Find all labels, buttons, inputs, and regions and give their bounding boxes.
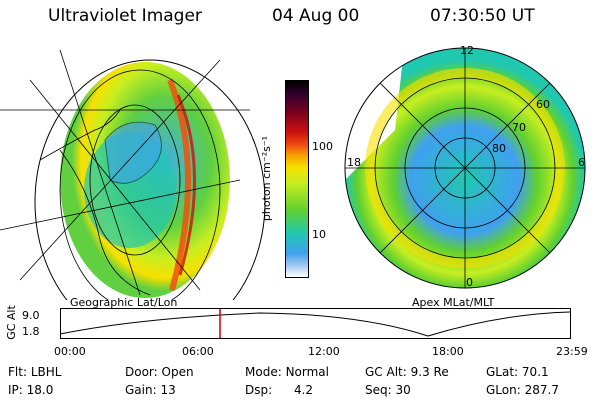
alt-xtick-0000: 00:00 — [54, 345, 86, 358]
mlt-label-18: 18 — [347, 156, 361, 169]
glon-label: GLon: — [486, 383, 521, 397]
ip-value: 18.0 — [26, 383, 54, 397]
glat-value: 70.1 — [521, 365, 549, 379]
door-label: Door: — [125, 365, 158, 379]
glat-label: GLat: — [486, 365, 519, 379]
date-label: 04 Aug 00 — [272, 6, 360, 26]
glon-field: GLon: 287.7 — [486, 383, 559, 397]
globe-limb — [34, 59, 266, 300]
seq-label: Seq: — [365, 383, 392, 397]
mlt-label-0: 0 — [466, 276, 473, 289]
right-panel-caption: Apex MLat/MLT — [412, 296, 495, 309]
seq-value: 30 — [395, 383, 411, 397]
alt-xtick-0600: 06:00 — [182, 345, 214, 358]
glon-value: 287.7 — [524, 383, 559, 397]
flt-field: Flt: LBHL — [8, 365, 61, 379]
mode-value: Normal — [285, 365, 329, 379]
lat-label-80: 80 — [492, 142, 506, 155]
lat-label-60: 60 — [536, 98, 550, 111]
door-field: Door: Open — [125, 365, 194, 379]
mode-label: Mode: — [245, 365, 282, 379]
mlt-label-6: 6 — [578, 156, 585, 169]
seq-field: Seq: 30 — [365, 383, 411, 397]
alt-ytick-top: 9.0 — [22, 309, 40, 322]
gain-field: Gain: 13 — [125, 383, 176, 397]
polar-plot — [344, 47, 586, 289]
gain-value: 13 — [160, 383, 176, 397]
gcalt-field: GC Alt: 9.3 Re — [365, 365, 449, 379]
dsp-value: 4.2 — [293, 383, 314, 397]
flt-value: LBHL — [30, 365, 62, 379]
alt-ytick-bottom: 1.8 — [22, 325, 40, 338]
gcalt-value: 9.3 Re — [410, 365, 449, 379]
mode-field: Mode: Normal — [245, 365, 329, 379]
alt-ylabel: GC Alt — [4, 305, 18, 340]
geographic-map — [0, 49, 266, 300]
gcalt-label: GC Alt: — [365, 365, 407, 379]
time-label: 07:30:50 UT — [430, 6, 535, 26]
glat-field: GLat: 70.1 — [486, 365, 549, 379]
alt-xtick-1800: 18:00 — [432, 345, 464, 358]
lat-label-70: 70 — [512, 121, 526, 134]
gain-label: Gain: — [125, 383, 157, 397]
mlt-label-12: 12 — [460, 44, 474, 57]
greenland-outline — [104, 121, 162, 184]
altitude-curve — [60, 311, 571, 337]
colorbar-tick-10: 10 — [312, 228, 326, 241]
ip-label: IP: — [8, 383, 23, 397]
altitude-plot — [60, 308, 571, 339]
alt-xtick-2359: 23:59 — [556, 345, 588, 358]
flt-label: Flt: — [8, 365, 27, 379]
alt-xtick-1200: 12:00 — [308, 345, 340, 358]
colorbar-unit-label: photon cm⁻²s⁻¹ — [260, 135, 274, 222]
colorbar-tick-100: 100 — [312, 140, 333, 153]
dsp-field: Dsp: 4.2 — [245, 383, 313, 397]
app-title: Ultraviolet Imager — [48, 6, 202, 26]
ip-field: IP: 18.0 — [8, 383, 53, 397]
door-value: Open — [161, 365, 194, 379]
colorbar — [285, 80, 309, 278]
dsp-label: Dsp: — [245, 383, 273, 397]
left-panel-caption: Geographic Lat/Lon — [70, 296, 178, 309]
